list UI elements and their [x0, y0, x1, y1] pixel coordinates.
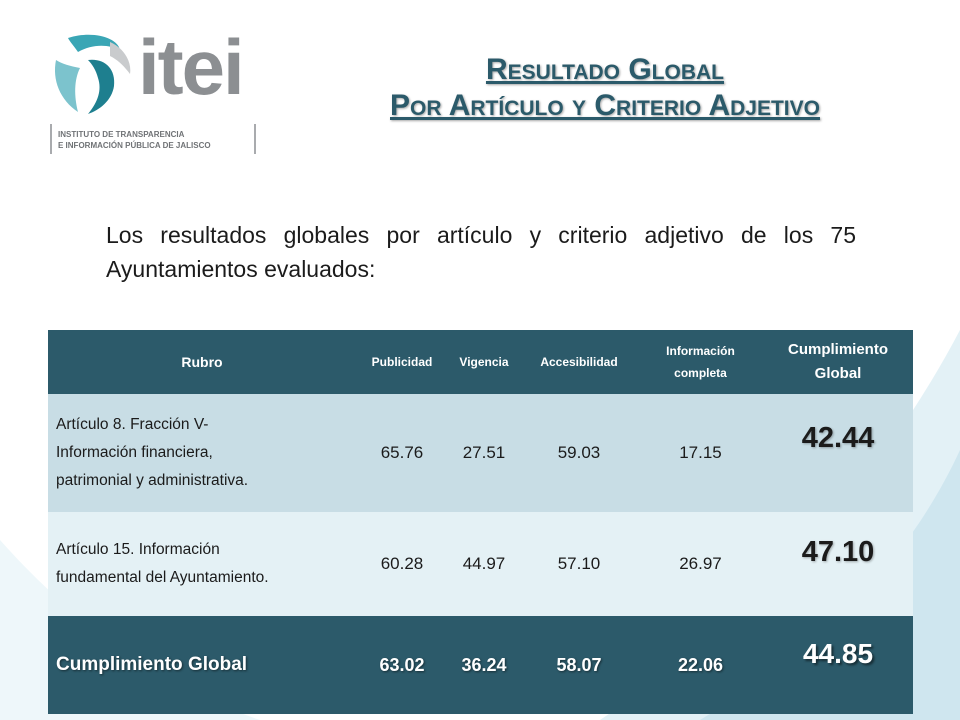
total-label: Cumplimiento Global: [48, 616, 356, 714]
table-row: Artículo 8. Fracción V- Información fina…: [48, 394, 913, 512]
vigencia-value: 27.51: [448, 394, 520, 512]
logo-swirl-icon: [54, 34, 131, 114]
slide-title-line1: Resultado Global: [485, 53, 725, 86]
table-row: Artículo 15. Información fundamental del…: [48, 512, 913, 616]
rubro-line: Artículo 15. Información: [56, 541, 220, 558]
header-vigencia: Vigencia: [448, 330, 520, 394]
total-accesibilidad: 58.07: [520, 616, 638, 714]
rubro-line: Artículo 8. Fracción V-: [56, 416, 209, 433]
logo-subtitle: INSTITUTO DE TRANSPARENCIA E INFORMACIÓN…: [58, 129, 253, 151]
header-publicidad: Publicidad: [356, 330, 448, 394]
accesibilidad-value: 57.10: [520, 512, 638, 616]
slide-title: Resultado Global Por Artículo y Criterio…: [290, 52, 920, 124]
header-cumplimiento-line2: Global: [814, 365, 862, 382]
results-table: Rubro Publicidad Vigencia Accesibilidad …: [48, 330, 913, 714]
vigencia-value: 44.97: [448, 512, 520, 616]
cumplimiento-value: 42.44: [763, 394, 913, 512]
total-cumplimiento: 44.85: [763, 616, 913, 714]
header-informacion-completa: Información completa: [638, 330, 763, 394]
rubro-line: fundamental del Ayuntamiento.: [56, 569, 269, 586]
itei-logo: itei INSTITUTO DE TRANSPARENCIA E INFORM…: [48, 28, 263, 158]
table-header-row: Rubro Publicidad Vigencia Accesibilidad …: [48, 330, 913, 394]
logo-divider-left: [50, 124, 52, 154]
informacion-value: 17.15: [638, 394, 763, 512]
rubro-line: patrimonial y administrativa.: [56, 472, 249, 489]
total-vigencia: 36.24: [448, 616, 520, 714]
header-rubro: Rubro: [48, 330, 356, 394]
cumplimiento-value: 47.10: [763, 512, 913, 616]
rubro-cell: Artículo 8. Fracción V- Información fina…: [48, 394, 356, 512]
informacion-value: 26.97: [638, 512, 763, 616]
header-informacion-line1: Información: [666, 344, 735, 358]
rubro-cell: Artículo 15. Información fundamental del…: [48, 512, 356, 616]
total-publicidad: 63.02: [356, 616, 448, 714]
header-accesibilidad: Accesibilidad: [520, 330, 638, 394]
accesibilidad-value: 59.03: [520, 394, 638, 512]
table-total-row: Cumplimiento Global 63.02 36.24 58.07 22…: [48, 616, 913, 714]
rubro-line: Información financiera,: [56, 444, 213, 461]
logo-subtitle-line2: E INFORMACIÓN PÚBLICA DE JALISCO: [58, 141, 211, 150]
publicidad-value: 60.28: [356, 512, 448, 616]
slide-title-line2: Por Artículo y Criterio Adjetivo: [390, 89, 820, 122]
logo-wordmark: itei: [138, 23, 245, 111]
header-cumplimiento-global: Cumplimiento Global: [763, 330, 913, 394]
intro-paragraph: Los resultados globales por artículo y c…: [106, 222, 856, 282]
total-informacion: 22.06: [638, 616, 763, 714]
publicidad-value: 65.76: [356, 394, 448, 512]
header-cumplimiento-line1: Cumplimiento: [788, 341, 888, 358]
logo-subtitle-line1: INSTITUTO DE TRANSPARENCIA: [58, 130, 185, 139]
logo-divider-right: [254, 124, 256, 154]
header-informacion-line2: completa: [674, 366, 727, 380]
